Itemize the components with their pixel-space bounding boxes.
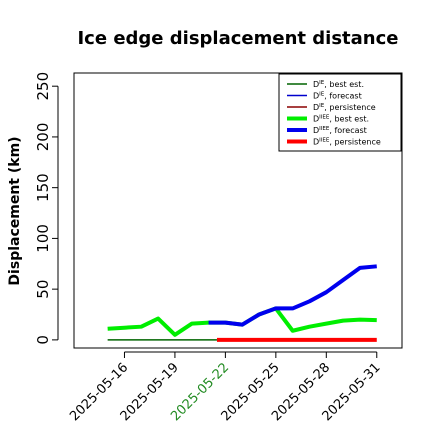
y-tick-label: 100 bbox=[34, 224, 52, 253]
legend-entry: DIE, best est. bbox=[313, 80, 364, 89]
legend: DIE, best est. DIE, forecast DIE, persiste… bbox=[278, 73, 402, 152]
legend-entry: DIE, persistence bbox=[313, 103, 376, 112]
chart-title: Ice edge displacement distance bbox=[77, 28, 398, 49]
y-tick-label: 150 bbox=[34, 173, 52, 202]
series-line-4 bbox=[208, 264, 377, 327]
plot-series bbox=[107, 264, 377, 342]
y-tick-label: 250 bbox=[34, 72, 52, 101]
series-line-3 bbox=[107, 306, 377, 337]
y-tick-label: 50 bbox=[34, 280, 52, 299]
legend-entry: DIIEE, best est. bbox=[313, 115, 369, 124]
legend-box bbox=[278, 73, 402, 152]
y-axis-label: Displacement (km) bbox=[7, 136, 23, 285]
plot-frame bbox=[73, 72, 403, 349]
legend-entry: DIE, forecast bbox=[313, 92, 362, 101]
legend-entry: DIIEE, forecast bbox=[313, 126, 367, 135]
y-tick-label: 0 bbox=[34, 335, 52, 345]
legend-entry: DIIEE, persistence bbox=[313, 138, 381, 147]
y-tick-label: 200 bbox=[34, 123, 52, 152]
